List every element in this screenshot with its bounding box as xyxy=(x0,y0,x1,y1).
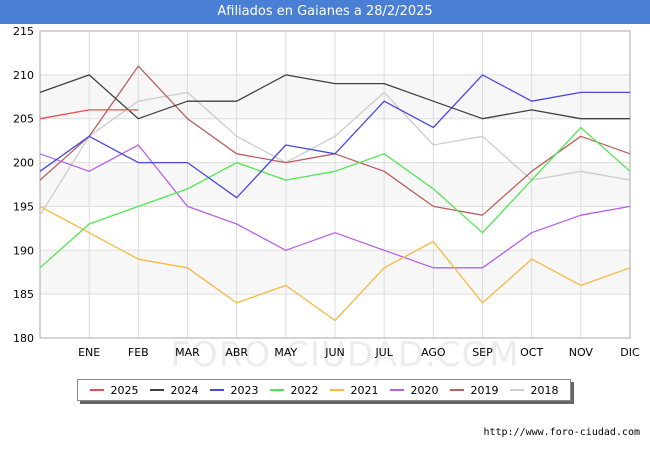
watermark-text: FORO-CIUDAD.COM xyxy=(170,335,519,375)
x-tick-label: DIC xyxy=(620,346,640,359)
legend-label: 2019 xyxy=(470,383,499,397)
x-tick-label: MAY xyxy=(274,346,297,359)
legend-swatch xyxy=(269,389,284,391)
x-tick-label: ABR xyxy=(225,346,248,359)
legend-swatch xyxy=(389,389,404,391)
x-tick-label: NOV xyxy=(569,346,594,359)
source-url: http://www.foro-ciudad.com xyxy=(483,427,640,438)
x-tick-label: SEP xyxy=(472,346,493,359)
legend-label: 2018 xyxy=(530,383,559,397)
legend-label: 2021 xyxy=(350,383,379,397)
y-tick-label: 190 xyxy=(13,244,34,257)
series-line-2024 xyxy=(39,74,630,120)
y-tick-label: 210 xyxy=(13,69,34,82)
legend-item-2019: 2019 xyxy=(449,383,499,397)
legend-item-2024: 2024 xyxy=(149,383,199,397)
x-tick-label: JUN xyxy=(324,346,345,359)
y-tick-label: 195 xyxy=(13,200,34,213)
series-line-2025 xyxy=(39,109,139,120)
series-line-2021 xyxy=(39,205,631,322)
legend-label: 2024 xyxy=(170,383,199,397)
legend-swatch xyxy=(509,389,524,391)
legend-item-2021: 2021 xyxy=(329,383,379,397)
chart-legend: 2025 2024 2023 2022 2021 2020 2019 2018 xyxy=(77,379,571,401)
x-tick-label: AGO xyxy=(421,346,446,359)
chart-title: Afiliados en Gaianes a 28/2/2025 xyxy=(0,0,650,24)
legend-item-2023: 2023 xyxy=(209,383,259,397)
y-tick-label: 180 xyxy=(13,332,34,345)
series-line-2022 xyxy=(39,126,631,269)
x-tick-label: ENE xyxy=(78,346,100,359)
legend-label: 2020 xyxy=(410,383,439,397)
y-tick-label: 200 xyxy=(13,157,34,170)
legend-item-2022: 2022 xyxy=(269,383,319,397)
legend-label: 2025 xyxy=(110,383,139,397)
legend-item-2025: 2025 xyxy=(89,383,139,397)
plot-area-border xyxy=(39,30,631,339)
legend-label: 2023 xyxy=(230,383,259,397)
series-line-2023 xyxy=(39,74,630,199)
x-tick-label: OCT xyxy=(520,346,543,359)
y-tick-label: 215 xyxy=(13,25,34,38)
y-tick-label: 205 xyxy=(13,113,34,126)
legend-swatch xyxy=(329,389,344,391)
x-tick-label: FEB xyxy=(128,346,149,359)
legend-swatch xyxy=(449,389,464,391)
legend-item-2018: 2018 xyxy=(509,383,559,397)
legend-swatch xyxy=(209,389,224,391)
legend-item-2020: 2020 xyxy=(389,383,439,397)
x-tick-label: JUL xyxy=(374,346,393,359)
series-line-2020 xyxy=(39,144,631,269)
legend-swatch xyxy=(149,389,164,391)
y-tick-label: 185 xyxy=(13,288,34,301)
legend-swatch xyxy=(89,389,104,391)
x-tick-label: MAR xyxy=(175,346,200,359)
legend-label: 2022 xyxy=(290,383,319,397)
